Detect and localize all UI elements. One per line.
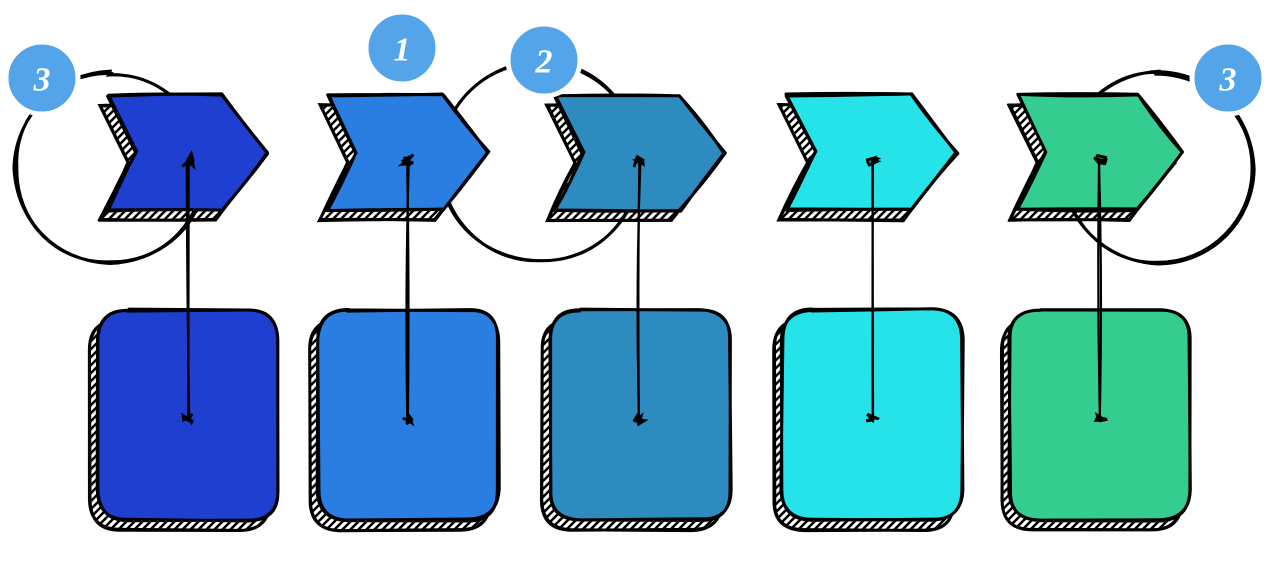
badge-label: 3 — [33, 62, 51, 99]
card-fill — [550, 310, 731, 521]
badge-label: 1 — [394, 32, 411, 69]
column-5 — [1001, 94, 1190, 530]
number-badge-2: 1 — [366, 12, 438, 84]
column-3 — [541, 95, 731, 531]
connector-line — [872, 160, 873, 422]
infographic-canvas: 3 1 2 3 — [0, 0, 1280, 571]
number-badge-4: 3 — [1192, 42, 1264, 114]
number-badge-1: 3 — [6, 42, 78, 114]
badge-label: 2 — [535, 44, 553, 81]
badge-label: 3 — [1219, 62, 1237, 99]
column-2 — [310, 94, 500, 531]
column-4 — [774, 93, 964, 530]
column-1 — [89, 94, 278, 531]
number-badge-3: 2 — [508, 24, 580, 96]
